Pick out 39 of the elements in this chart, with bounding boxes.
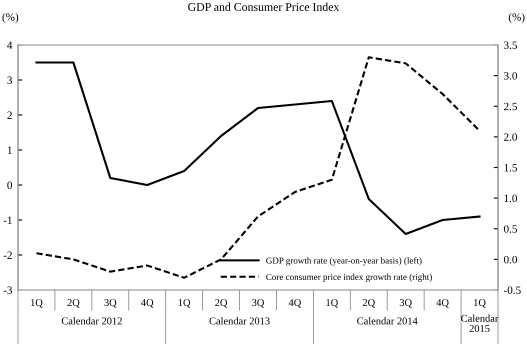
y-axis-title: (%) [2,12,18,24]
y-tick-label: 4 [7,42,12,49]
x-tick-label: 2Q [215,299,228,308]
y2-tick-label: 0.0 [504,256,518,264]
y-tick-label: 2 [7,111,12,119]
y2-tick-label: 2.0 [504,133,518,141]
y-tick-label: 3 [7,76,12,84]
y2-tick-label: 0.5 [504,225,518,233]
y2-tick-label: 1.0 [504,194,518,202]
x-tick-label: 1Q [178,299,190,308]
y2-tick-label: 3.5 [504,41,518,50]
text: Calendar 2014 [357,317,418,324]
text: Calendar 2015 [461,314,498,332]
x-tick-label: 4Q [141,299,154,308]
y2-tick-label: -0.5 [504,286,521,294]
x-tick-label: 1Q [326,299,338,308]
x-tick-label: 3Q [252,299,264,308]
y-tick-label: -1 [4,216,12,224]
chart-title: GDP and Consumer Price Index [188,2,340,11]
y2-tick-label: 2.5 [504,102,518,110]
legend-label: Core consumer price index growth rate (right) [266,274,432,282]
legend-label: GDP growth rate (year-on-year basis) (left) [266,257,422,266]
x-tick-label: 4Q [436,299,449,308]
y-tick-label: 0 [7,181,12,189]
x-tick-label: 1Q [31,299,43,308]
x-tick-label: 3Q [104,299,116,308]
y2-tick-label: 1.5 [504,164,518,172]
text: Calendar 2012 [62,317,122,324]
y2-tick-label: 3.0 [504,72,518,80]
y-tick-label: -3 [4,286,12,294]
x-tick-label: 1Q [474,299,486,308]
y-tick-label: 1 [8,146,12,154]
x-tick-label: 2Q [67,299,80,308]
y2-axis-title: (%) [508,12,525,24]
text: Calendar 2013 [209,317,270,324]
y-tick-label: -2 [4,251,12,259]
x-tick-label: 4Q [288,299,302,308]
x-tick-label: 2Q [362,299,375,308]
x-tick-label: 3Q [400,299,412,308]
